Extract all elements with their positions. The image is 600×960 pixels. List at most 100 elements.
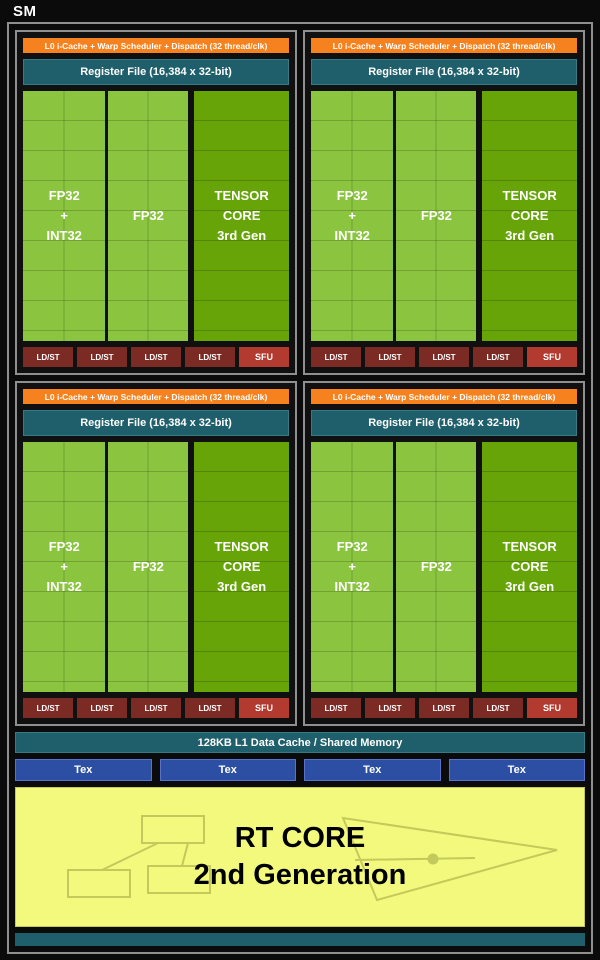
ldst-unit: LD/ST: [185, 698, 235, 718]
warp-scheduler-bar: L0 i-Cache + Warp Scheduler + Dispatch (…: [23, 38, 289, 53]
fp32-label-line: FP32: [420, 558, 452, 574]
ldst-unit: LD/ST: [311, 698, 361, 718]
warp-scheduler-bar: L0 i-Cache + Warp Scheduler + Dispatch (…: [311, 38, 577, 53]
load-store-row: LD/ST LD/ST LD/ST LD/ST SFU: [23, 347, 289, 367]
tex-unit: Tex: [448, 759, 585, 781]
tensor-core-label: TENSOR CORE 3rd Gen: [482, 442, 577, 692]
fp32-int32-label: FP32 + INT32: [311, 442, 393, 692]
fp32-int32-label-line: INT32: [46, 579, 82, 595]
fp32-int32-core-block: FP32 + INT32: [23, 91, 106, 341]
sm-partition-3: L0 i-Cache + Warp Scheduler + Dispatch (…: [15, 381, 297, 726]
load-store-row: LD/ST LD/ST LD/ST LD/ST SFU: [23, 698, 289, 718]
fp32-int32-core-block: FP32 + INT32: [311, 91, 394, 341]
register-file-bar: Register File (16,384 x 32-bit): [23, 410, 289, 436]
tensor-core-label-line: TENSOR: [502, 538, 557, 554]
fp32-core-block: FP32: [108, 91, 189, 341]
sm-partition-4: L0 i-Cache + Warp Scheduler + Dispatch (…: [303, 381, 585, 726]
warp-scheduler-bar: L0 i-Cache + Warp Scheduler + Dispatch (…: [23, 389, 289, 404]
ldst-unit: LD/ST: [23, 347, 73, 367]
ldst-unit: LD/ST: [131, 347, 181, 367]
fp32-label: FP32: [396, 442, 476, 692]
tensor-core-label-line: CORE: [510, 207, 549, 223]
bvh-tree-icon: [67, 815, 211, 898]
l1-cache-shared-memory-bar: 128KB L1 Data Cache / Shared Memory: [15, 732, 585, 753]
fp32-int32-label: FP32 + INT32: [23, 442, 105, 692]
ldst-unit: LD/ST: [23, 698, 73, 718]
ldst-unit: LD/ST: [185, 347, 235, 367]
fp32-label-line: FP32: [132, 558, 164, 574]
tensor-core-block: TENSOR CORE 3rd Gen: [482, 91, 577, 341]
load-store-row: LD/ST LD/ST LD/ST LD/ST SFU: [311, 347, 577, 367]
fp32-core-block: FP32: [396, 91, 477, 341]
tensor-core-block: TENSOR CORE 3rd Gen: [194, 442, 289, 692]
ldst-unit: LD/ST: [365, 698, 415, 718]
sfu-unit: SFU: [239, 698, 289, 718]
tensor-core-label-line: 3rd Gen: [505, 228, 555, 244]
fp32-int32-label-line: +: [348, 207, 357, 223]
bottom-bar: [15, 933, 585, 946]
tex-unit: Tex: [15, 759, 152, 781]
ldst-unit: LD/ST: [131, 698, 181, 718]
fp32-int32-label-line: FP32: [48, 538, 80, 554]
processing-blocks-grid: L0 i-Cache + Warp Scheduler + Dispatch (…: [15, 30, 585, 726]
fp32-int32-label-line: FP32: [336, 187, 368, 203]
sfu-unit: SFU: [527, 347, 577, 367]
ldst-unit: LD/ST: [419, 347, 469, 367]
fp32-label-line: FP32: [420, 207, 452, 223]
rt-core-title-line: RT CORE: [234, 821, 366, 854]
fp32-label: FP32: [396, 91, 476, 341]
cores-row: FP32 + INT32 FP32 TENSOR CORE 3rd Gen: [311, 91, 577, 341]
tensor-core-label-line: CORE: [222, 207, 261, 223]
texture-units-row: Tex Tex Tex Tex: [15, 759, 585, 781]
tensor-core-label-line: TENSOR: [502, 187, 557, 203]
tensor-core-label-line: 3rd Gen: [217, 579, 267, 595]
tex-unit: Tex: [304, 759, 441, 781]
register-file-bar: Register File (16,384 x 32-bit): [311, 410, 577, 436]
fp32-int32-label-line: FP32: [48, 187, 80, 203]
fp32-label-line: FP32: [132, 207, 164, 223]
fp32-int32-label-line: +: [60, 558, 69, 574]
ldst-unit: LD/ST: [365, 347, 415, 367]
tensor-core-block: TENSOR CORE 3rd Gen: [482, 442, 577, 692]
register-file-bar: Register File (16,384 x 32-bit): [23, 59, 289, 85]
tensor-core-label: TENSOR CORE 3rd Gen: [482, 91, 577, 341]
fp32-core-block: FP32: [396, 442, 477, 692]
tensor-core-label-line: CORE: [222, 558, 261, 574]
fp32-label: FP32: [108, 91, 188, 341]
cores-row: FP32 + INT32 FP32 TENSOR CORE 3rd Gen: [311, 442, 577, 692]
tensor-core-label-line: TENSOR: [214, 538, 269, 554]
cores-row: FP32 + INT32 FP32 TENSOR CORE 3rd Gen: [23, 442, 289, 692]
load-store-row: LD/ST LD/ST LD/ST LD/ST SFU: [311, 698, 577, 718]
sfu-unit: SFU: [239, 347, 289, 367]
rt-core-title: RT CORE 2nd Generation: [194, 820, 407, 894]
fp32-int32-label-line: INT32: [334, 579, 370, 595]
sm-title: SM: [13, 3, 37, 20]
fp32-core-block: FP32: [108, 442, 189, 692]
tex-unit: Tex: [159, 759, 296, 781]
fp32-int32-core-block: FP32 + INT32: [23, 442, 106, 692]
tensor-core-label-line: 3rd Gen: [505, 579, 555, 595]
ldst-unit: LD/ST: [419, 698, 469, 718]
warp-scheduler-bar: L0 i-Cache + Warp Scheduler + Dispatch (…: [311, 389, 577, 404]
ldst-unit: LD/ST: [473, 347, 523, 367]
cores-row: FP32 + INT32 FP32 TENSOR CORE 3rd Gen: [23, 91, 289, 341]
sfu-unit: SFU: [527, 698, 577, 718]
sm-container: L0 i-Cache + Warp Scheduler + Dispatch (…: [7, 22, 593, 954]
fp32-int32-label-line: +: [60, 207, 69, 223]
tensor-core-label-line: CORE: [510, 558, 549, 574]
ray-triangle-icon: [341, 816, 558, 902]
rt-core-block: RT CORE 2nd Generation: [15, 787, 585, 927]
fp32-int32-label: FP32 + INT32: [311, 91, 393, 341]
tensor-core-block: TENSOR CORE 3rd Gen: [194, 91, 289, 341]
register-file-bar: Register File (16,384 x 32-bit): [311, 59, 577, 85]
fp32-int32-label-line: +: [348, 558, 357, 574]
ldst-unit: LD/ST: [77, 698, 127, 718]
ldst-unit: LD/ST: [473, 698, 523, 718]
fp32-int32-label-line: INT32: [334, 228, 370, 244]
fp32-int32-core-block: FP32 + INT32: [311, 442, 394, 692]
tensor-core-label: TENSOR CORE 3rd Gen: [194, 91, 289, 341]
sm-partition-1: L0 i-Cache + Warp Scheduler + Dispatch (…: [15, 30, 297, 375]
sm-partition-2: L0 i-Cache + Warp Scheduler + Dispatch (…: [303, 30, 585, 375]
ldst-unit: LD/ST: [311, 347, 361, 367]
tensor-core-label-line: TENSOR: [214, 187, 269, 203]
